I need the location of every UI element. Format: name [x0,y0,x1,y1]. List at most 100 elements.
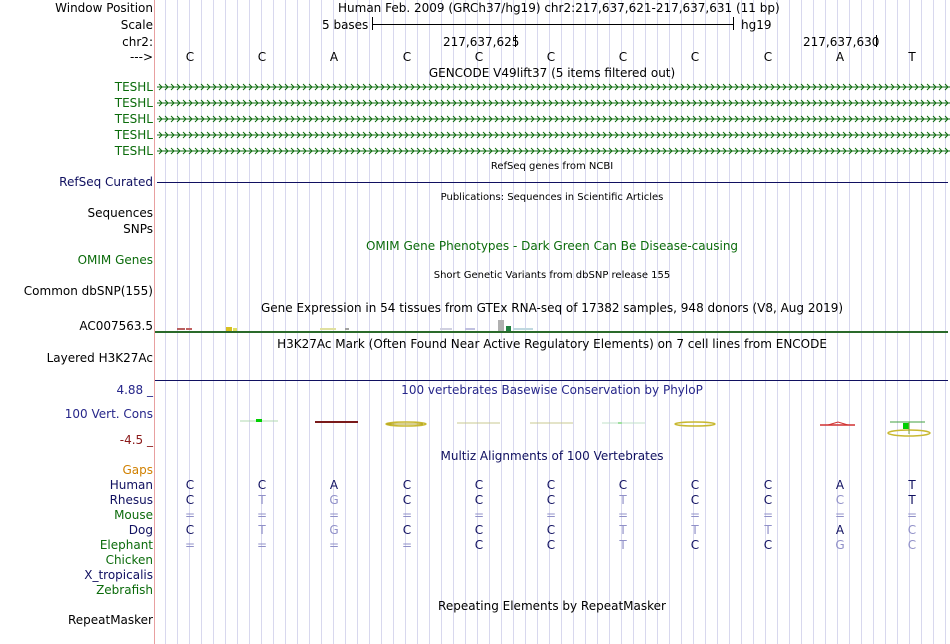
track-label-gaps[interactable]: Gaps [122,463,153,477]
gtex-expression-bar[interactable] [345,328,349,330]
alignment-base: T [619,523,627,537]
grid-line [537,0,538,644]
species-label-dog[interactable]: Dog [128,523,153,537]
track-label-vert-cons[interactable]: 100 Vert. Cons [64,407,153,421]
alignment-base: C [257,478,267,492]
grid-line [417,0,418,644]
grid-line [189,0,190,644]
track-label-repeatmasker[interactable]: RepeatMasker [67,613,153,627]
grid-line [849,0,850,644]
gencode-transcript[interactable] [157,99,950,108]
species-label-x_tropicalis[interactable]: X_tropicalis [84,568,153,582]
grid-line [837,0,838,644]
gtex-expression-bar[interactable] [506,326,511,331]
coordinate-label: 217,637,625 [443,35,520,49]
species-label-elephant[interactable]: Elephant [99,538,153,552]
species-label-zebrafish[interactable]: Zebrafish [96,583,153,597]
grid-line [405,0,406,644]
alignment-base: T [908,478,916,492]
alignment-base: C [907,538,917,552]
alignment-base: = [401,538,413,552]
alignment-base: = [184,508,196,522]
alignment-base: C [618,478,628,492]
reference-base: C [474,50,484,64]
grid-line [489,0,490,644]
gencode-transcript[interactable] [157,115,950,124]
label-scale: Scale [120,18,153,32]
track-label-teshl[interactable]: TESHL [114,128,153,142]
reference-base: C [185,50,195,64]
grid-line [945,0,946,644]
grid-line [381,0,382,644]
gencode-transcript[interactable] [157,147,950,156]
species-label-mouse[interactable]: Mouse [114,508,153,522]
grid-line [621,0,622,644]
alignment-base: C [474,523,484,537]
grid-line [249,0,250,644]
grid-line [825,0,826,644]
grid-line [741,0,742,644]
track-label-teshl[interactable]: TESHL [114,96,153,110]
grid-line [525,0,526,644]
alignment-base: C [402,523,412,537]
track-label-teshl[interactable]: TESHL [114,80,153,94]
track-label-snps[interactable]: SNPs [123,222,153,236]
alignment-base: C [690,478,700,492]
grid-line [165,0,166,644]
alignment-base: C [185,493,195,507]
gencode-transcript[interactable] [157,83,950,92]
label-chrom: chr2: [122,35,153,49]
alignment-base: = [184,538,196,552]
scale-bases: 5 bases [322,18,369,32]
grid-line [321,0,322,644]
gtex-expression-bar[interactable] [320,328,336,330]
alignment-base: G [835,538,845,552]
gtex-expression-bar[interactable] [440,328,452,330]
species-label-chicken[interactable]: Chicken [105,553,153,567]
gtex-expression-bar[interactable] [513,328,533,330]
track-label-teshl[interactable]: TESHL [114,112,153,126]
gtex-expression-bar[interactable] [498,320,504,331]
alignment-base: C [474,493,484,507]
track-label-sequences[interactable]: Sequences [87,206,153,220]
refseq-gene-line[interactable] [157,182,948,183]
gtex-expression-bar[interactable] [186,328,192,330]
grid-line [297,0,298,644]
gencode-transcript[interactable] [157,131,950,140]
gtex-expression-bar[interactable] [226,327,232,331]
h3k27ac-baseline [155,380,948,381]
species-label-human[interactable]: Human [109,478,153,492]
track-label-dbsnp[interactable]: Common dbSNP(155) [23,284,153,298]
alignment-base: = [689,508,701,522]
phylop-conservation-plot[interactable] [155,412,950,440]
alignment-base: = [906,508,918,522]
assembly-position: Human Feb. 2009 (GRCh37/hg19) chr2:217,6… [338,1,780,15]
track-label-omim[interactable]: OMIM Genes [77,253,153,267]
gtex-expression-bar[interactable] [177,328,185,330]
species-label-rhesus[interactable]: Rhesus [109,493,153,507]
reference-base: C [546,50,556,64]
track-label-h3k27ac[interactable]: Layered H3K27Ac [46,351,153,365]
gtex-expression-bar[interactable] [233,328,237,331]
dbsnp-track-title: Short Genetic Variants from dbSNP releas… [433,270,671,281]
gtex-expression-bar[interactable] [465,328,475,330]
track-label-refseq[interactable]: RefSeq Curated [59,175,153,189]
track-label-ac007563[interactable]: AC007563.5 [79,319,153,333]
grid-line [669,0,670,644]
grid-line [273,0,274,644]
gtex-baseline [155,331,948,333]
alignment-base: C [402,493,412,507]
reference-base: A [835,50,845,64]
reference-base: C [690,50,700,64]
track-label-teshl[interactable]: TESHL [114,144,153,158]
grid-line [345,0,346,644]
alignment-base: C [546,538,556,552]
publications-track-title: Publications: Sequences in Scientific Ar… [440,192,664,203]
alignment-base: = [473,508,485,522]
alignment-base: C [474,478,484,492]
alignment-base: C [185,523,195,537]
repeatmasker-track-title: Repeating Elements by RepeatMasker [438,599,666,613]
grid-line [429,0,430,644]
alignment-base: C [546,523,556,537]
alignment-base: C [763,538,773,552]
